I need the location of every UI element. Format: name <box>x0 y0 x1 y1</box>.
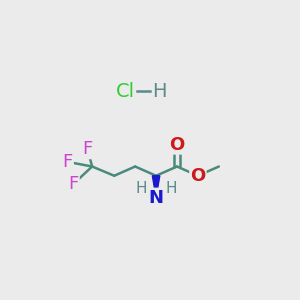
Text: F: F <box>82 140 93 158</box>
Text: F: F <box>68 175 79 193</box>
Text: F: F <box>63 153 73 171</box>
Text: O: O <box>169 136 184 154</box>
Text: O: O <box>190 167 206 185</box>
Text: H: H <box>135 182 147 196</box>
Text: Cl: Cl <box>116 82 135 101</box>
Polygon shape <box>152 176 160 198</box>
Text: N: N <box>148 189 164 207</box>
Text: H: H <box>153 82 167 101</box>
Text: H: H <box>165 182 177 196</box>
